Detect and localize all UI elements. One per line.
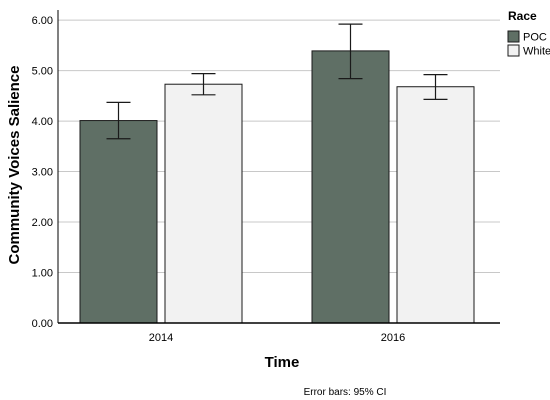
y-tick-labels: 0.00 1.00 2.00 3.00 4.00 5.00 6.00 [32,15,53,330]
x-tick-label: 2014 [149,332,173,344]
y-tick-label: 6.00 [32,15,53,27]
x-axis-title: Time [265,354,300,371]
y-axis-title: Community Voices Salience [6,66,23,265]
legend-label-poc: POC [523,32,547,44]
axes [57,10,500,324]
y-tick-label: 3.00 [32,167,53,179]
y-tick-label: 1.00 [32,268,53,280]
bar-poc-2014 [79,120,158,324]
bar-white-2014 [164,83,243,324]
bars [79,50,475,324]
error-bars [106,23,448,140]
x-tick-labels: 2014 2016 [149,332,405,344]
legend-swatch-poc [507,30,520,43]
y-tick-label: 2.00 [32,217,53,229]
y-tick-label: 4.00 [32,116,53,128]
bar-white-2016 [396,86,475,324]
legend-swatch-white [507,44,520,57]
y-tick-label: 0.00 [32,318,53,330]
legend: Race POC White [507,9,550,58]
legend-title: Race [508,9,537,23]
x-tick-label: 2016 [381,332,405,344]
legend-label-white: White [523,46,550,58]
y-tick-label: 5.00 [32,66,53,78]
error-bars-note: Error bars: 95% CI [304,387,387,398]
bar-poc-2016 [311,50,390,324]
